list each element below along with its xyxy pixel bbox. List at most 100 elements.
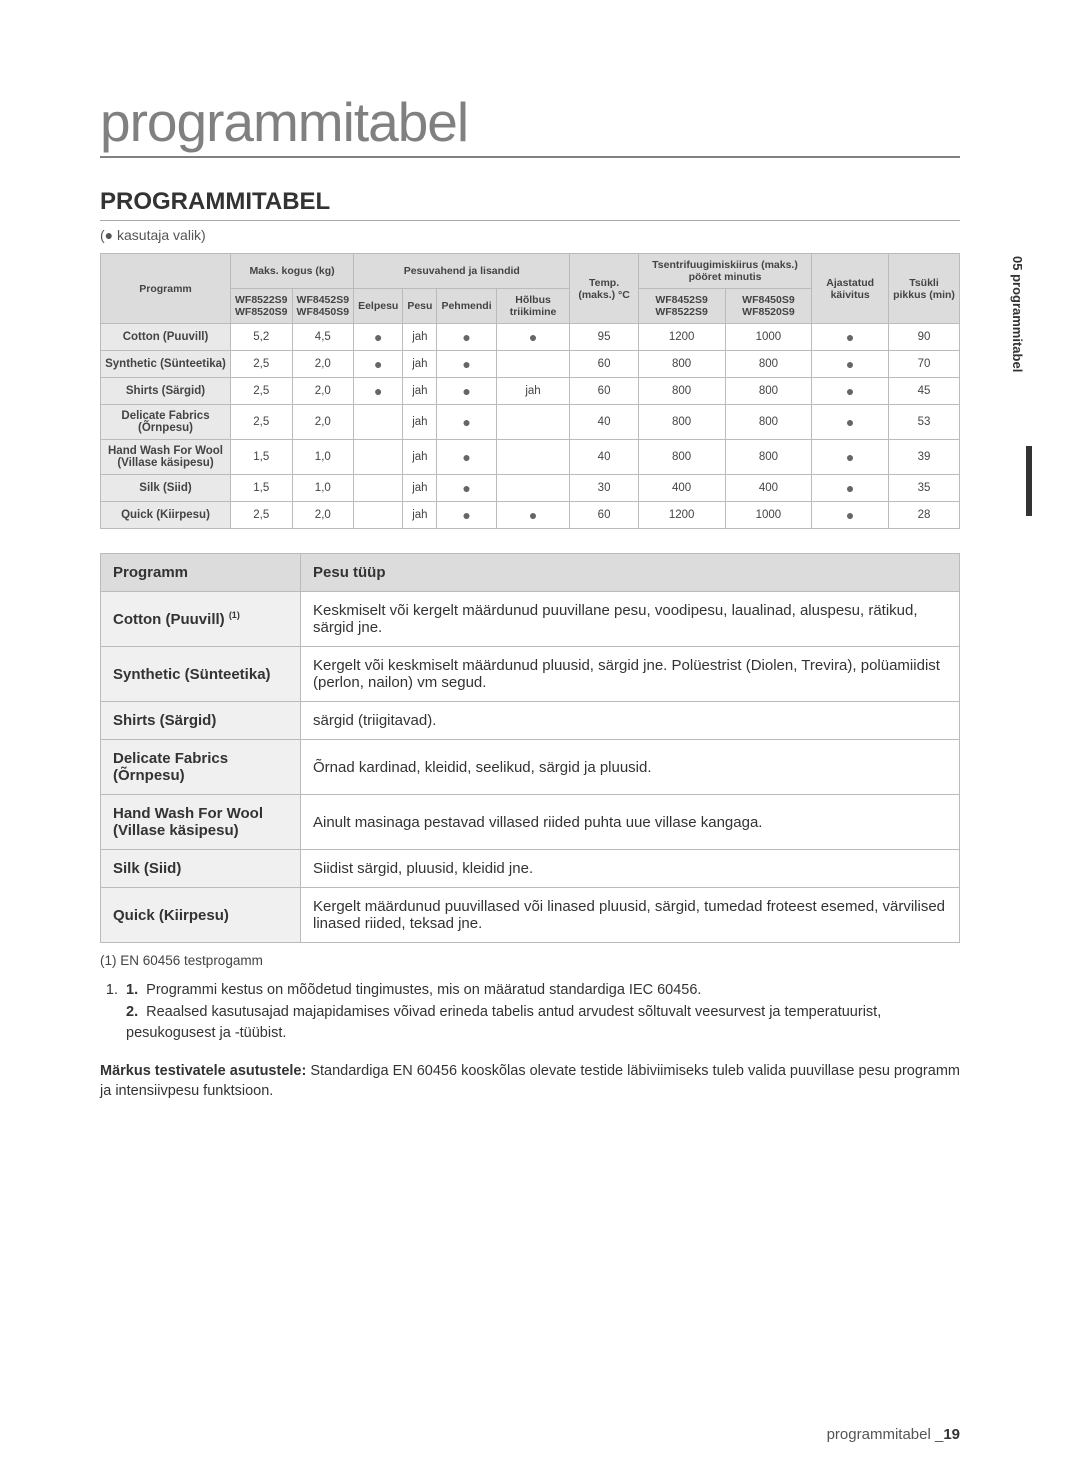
th-ajastatud: Ajastatud käivitus: [812, 254, 889, 324]
cell: 4,5: [292, 324, 354, 351]
list-item: 2. Reaalsed kasutusajad majapidamises võ…: [122, 1002, 960, 1043]
cell: 400: [638, 475, 725, 502]
cell: 1,0: [292, 440, 354, 475]
cell: jah: [403, 378, 437, 405]
th-temp: Temp. (maks.) °C: [570, 254, 638, 324]
table-row: Hand Wash For Wool (Villase käsipesu)Ain…: [101, 795, 960, 850]
cell: ●: [812, 475, 889, 502]
cell: [496, 351, 570, 378]
cell: 2,5: [231, 351, 293, 378]
cell: 53: [888, 405, 959, 440]
program-spec-table: Programm Maks. kogus (kg) Pesuvahend ja …: [100, 253, 960, 529]
table-row: Delicate Fabrics (Õrnpesu)2,52,0jah●4080…: [101, 405, 960, 440]
cell: 800: [725, 440, 812, 475]
cell: 800: [638, 440, 725, 475]
cell: 800: [638, 378, 725, 405]
cell: ●: [437, 502, 496, 529]
notes-list: 1. Programmi kestus on mõõdetud tingimus…: [100, 980, 960, 1043]
cell: 2,0: [292, 351, 354, 378]
cell: 1,5: [231, 440, 293, 475]
table-row: Quick (Kiirpesu)2,52,0jah●●6012001000●28: [101, 502, 960, 529]
cell: 60: [570, 378, 638, 405]
cell-name: Synthetic (Sünteetika): [101, 647, 301, 702]
cell: jah: [403, 351, 437, 378]
cell: 40: [570, 440, 638, 475]
th-pehmendi: Pehmendi: [437, 289, 496, 324]
cell-desc: Keskmiselt või kergelt määrdunud puuvill…: [301, 592, 960, 647]
cell: 95: [570, 324, 638, 351]
cell-name: Quick (Kiirpesu): [101, 888, 301, 943]
cell: ●: [437, 351, 496, 378]
cell: 1000: [725, 502, 812, 529]
cell: ●: [812, 502, 889, 529]
cell: 39: [888, 440, 959, 475]
program-desc-table: Programm Pesu tüüp Cotton (Puuvill) (1)K…: [100, 553, 960, 943]
cell: ●: [812, 351, 889, 378]
th-tsentri-c1: WF8452S9 WF8522S9: [638, 289, 725, 324]
cell: ●: [812, 324, 889, 351]
cell: 1000: [725, 324, 812, 351]
table-row: Silk (Siid)1,51,0jah●30400400●35: [101, 475, 960, 502]
cell-name: Cotton (Puuvill) (1): [101, 592, 301, 647]
side-tab-label: 05 programmitabel: [1010, 256, 1025, 372]
cell: 1,0: [292, 475, 354, 502]
page-footer: programmitabel _19: [827, 1426, 960, 1443]
cell-name: Silk (Siid): [101, 850, 301, 888]
cell: ●: [437, 378, 496, 405]
cell: ●: [437, 440, 496, 475]
legend-note: (● kasutaja valik): [100, 227, 960, 243]
cell: 5,2: [231, 324, 293, 351]
cell: 800: [638, 351, 725, 378]
cell: [496, 405, 570, 440]
cell: 28: [888, 502, 959, 529]
table-row: Silk (Siid)Siidist särgid, pluusid, klei…: [101, 850, 960, 888]
cell: [496, 475, 570, 502]
th-pesu: Pesu: [403, 289, 437, 324]
cell-desc: Siidist särgid, pluusid, kleidid jne.: [301, 850, 960, 888]
th-tsentri: Tsentrifuugimiskiirus (maks.) pööret min…: [638, 254, 812, 289]
table-row: Synthetic (Sünteetika)Kergelt või keskmi…: [101, 647, 960, 702]
cell: ●: [354, 351, 403, 378]
table-row: Shirts (Särgid)särgid (triigitavad).: [101, 702, 960, 740]
cell: jah: [403, 502, 437, 529]
table-row: Quick (Kiirpesu)Kergelt määrdunud puuvil…: [101, 888, 960, 943]
cell: 2,0: [292, 378, 354, 405]
body-note: Märkus testivatele asutustele: Standardi…: [100, 1061, 960, 1102]
th-programm: Programm: [101, 254, 231, 324]
cell: ●: [496, 324, 570, 351]
cell: 2,5: [231, 502, 293, 529]
cell: ●: [354, 324, 403, 351]
cell: ●: [496, 502, 570, 529]
cell-name: Shirts (Särgid): [101, 702, 301, 740]
th-eelpesu: Eelpesu: [354, 289, 403, 324]
th2-pesu: Pesu tüüp: [301, 554, 960, 592]
cell: ●: [812, 378, 889, 405]
cell: [354, 405, 403, 440]
cell: 30: [570, 475, 638, 502]
cell: 800: [638, 405, 725, 440]
cell: 2,5: [231, 378, 293, 405]
cell: 400: [725, 475, 812, 502]
th-tsentri-c2: WF8450S9 WF8520S9: [725, 289, 812, 324]
table-row: Cotton (Puuvill)5,24,5●jah●●9512001000●9…: [101, 324, 960, 351]
cell: 90: [888, 324, 959, 351]
cell: 800: [725, 351, 812, 378]
cell-desc: Kergelt või keskmiselt määrdunud pluusid…: [301, 647, 960, 702]
side-tab-bar: [1026, 446, 1032, 516]
cell: 800: [725, 405, 812, 440]
cell: Cotton (Puuvill): [101, 324, 231, 351]
cell: jah: [496, 378, 570, 405]
section-heading: PROGRAMMITABEL: [100, 188, 960, 221]
cell: Quick (Kiirpesu): [101, 502, 231, 529]
cell-desc: Ainult masinaga pestavad villased riided…: [301, 795, 960, 850]
cell: Shirts (Särgid): [101, 378, 231, 405]
cell: jah: [403, 324, 437, 351]
cell: [354, 440, 403, 475]
cell: ●: [812, 440, 889, 475]
cell: Hand Wash For Wool (Villase käsipesu): [101, 440, 231, 475]
th2-programm: Programm: [101, 554, 301, 592]
table-row: Cotton (Puuvill) (1)Keskmiselt või kerge…: [101, 592, 960, 647]
body-note-bold: Märkus testivatele asutustele:: [100, 1063, 306, 1079]
cell: 70: [888, 351, 959, 378]
th-holbus: Hõlbus triikimine: [496, 289, 570, 324]
